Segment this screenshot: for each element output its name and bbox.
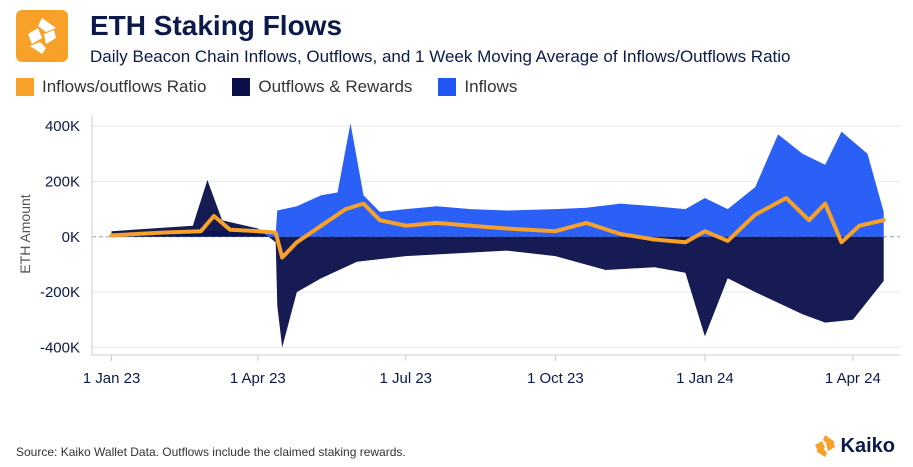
y-tick-label: -200K — [40, 284, 80, 301]
source-note: Source: Kaiko Wallet Data. Outflows incl… — [16, 445, 406, 459]
brand-mark: Kaiko — [813, 434, 895, 458]
x-tick-label: 1 Apr 24 — [825, 370, 881, 387]
chart-header: ETH Staking Flows Daily Beacon Chain Inf… — [16, 6, 896, 66]
legend-item-inflows: Inflows — [438, 77, 517, 97]
brand-name: Kaiko — [840, 434, 895, 457]
y-tick-label: 400K — [45, 118, 80, 135]
chart-legend: Inflows/outflows Ratio Outflows & Reward… — [16, 76, 543, 98]
chart-title: ETH Staking Flows — [90, 10, 343, 41]
legend-label-inflows: Inflows — [464, 77, 518, 96]
kaiko-brand-icon — [814, 435, 835, 457]
outflows-area — [111, 180, 884, 348]
ratio-line — [109, 196, 886, 260]
legend-item-ratio: Inflows/outflows Ratio — [16, 77, 206, 97]
staking-flows-chart: 400K 200K 0K -200K -400K ETH Amount 1 Jan 23 1 … — [17, 115, 900, 387]
x-tick-label: 1 Oct 23 — [527, 370, 584, 387]
legend-label-outflows: Outflows & Rewards — [258, 77, 413, 96]
y-axis-label: ETH Amount — [17, 194, 33, 273]
x-tick-label: 1 Jul 23 — [379, 370, 432, 387]
inflows-area — [111, 123, 884, 237]
legend-label-ratio: Inflows/outflows Ratio — [42, 77, 207, 96]
kaiko-logo-icon — [16, 10, 68, 62]
legend-swatch-outflows — [232, 78, 251, 96]
legend-swatch-ratio — [16, 78, 34, 96]
x-tick-label: 1 Apr 23 — [230, 370, 286, 387]
legend-swatch-inflows — [438, 78, 457, 96]
y-tick-label: -400K — [40, 339, 80, 356]
x-tick-label: 1 Jan 24 — [676, 370, 734, 387]
legend-item-outflows: Outflows & Rewards — [232, 77, 412, 97]
chart-subtitle: Daily Beacon Chain Inflows, Outflows, an… — [90, 47, 791, 66]
x-tick-label: 1 Jan 23 — [83, 370, 141, 387]
y-tick-label: 200K — [45, 173, 80, 190]
y-tick-label: 0K — [62, 229, 80, 246]
